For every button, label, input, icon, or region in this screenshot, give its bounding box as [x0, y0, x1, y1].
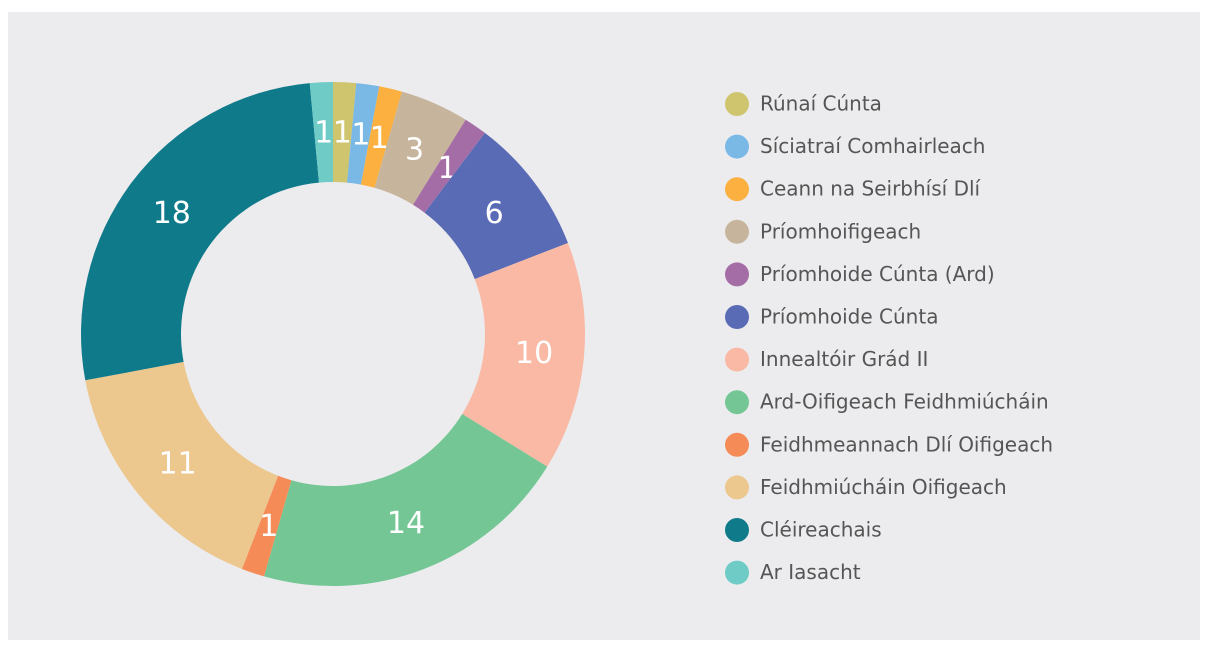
data-label: 14	[387, 506, 425, 541]
donut-slice	[85, 361, 279, 569]
legend-swatch	[725, 560, 749, 585]
legend-swatch	[725, 219, 749, 244]
data-label: 3	[405, 133, 424, 168]
donut-slice	[333, 82, 357, 183]
data-label: 1	[259, 509, 278, 544]
donut-slice	[360, 86, 402, 188]
legend-swatch	[725, 92, 749, 116]
data-label: 1	[333, 116, 352, 151]
legend-swatch	[725, 432, 749, 457]
legend-swatch	[725, 390, 749, 415]
donut-slice	[347, 83, 380, 185]
legend-label: Ard-Oifigeach Feidhmiúcháin	[760, 390, 1049, 414]
data-label: 1	[370, 121, 389, 156]
data-label: 10	[515, 336, 553, 371]
donut-slice	[241, 475, 292, 577]
donut-slice	[264, 414, 548, 586]
legend-label: Síciatraí Comhairleach	[760, 134, 985, 158]
data-label: 1	[351, 117, 370, 152]
legend-label: Feidhmiúcháin Oifigeach	[760, 475, 1007, 499]
legend-label: Feidhmeannach Dlí Oifigeach	[760, 432, 1053, 456]
panel	[8, 12, 1200, 640]
data-label: 6	[485, 196, 504, 231]
data-label: 1	[314, 116, 333, 151]
legend-swatch	[725, 518, 749, 542]
donut-slice	[80, 83, 319, 381]
donut-slice	[374, 91, 466, 205]
data-label: 18	[153, 196, 191, 231]
legend-swatch	[725, 262, 749, 287]
legend-label: Príomhoifigeach	[760, 219, 921, 243]
donut-slice	[462, 242, 585, 467]
legend-label: Rúnaí Cúnta	[760, 92, 882, 116]
legend-swatch	[725, 177, 749, 202]
legend-label: Innealtóir Grád II	[760, 347, 928, 371]
donut-slice	[413, 119, 485, 213]
donut-slice	[309, 82, 333, 183]
legend-swatch	[725, 305, 749, 329]
legend-label: Príomhoide Cúnta	[760, 305, 938, 329]
donut-slice	[424, 132, 568, 280]
legend-swatch	[725, 475, 749, 500]
legend-swatch	[725, 134, 749, 159]
legend-swatch	[725, 347, 749, 372]
legend-label: Príomhoide Cúnta (Ard)	[760, 262, 995, 286]
legend-label: Ar Iasacht	[760, 560, 861, 584]
legend-label: Ceann na Seirbhísí Dlí	[760, 177, 982, 201]
legend-label: Cléireachais	[760, 518, 882, 542]
data-label: 11	[159, 447, 197, 482]
